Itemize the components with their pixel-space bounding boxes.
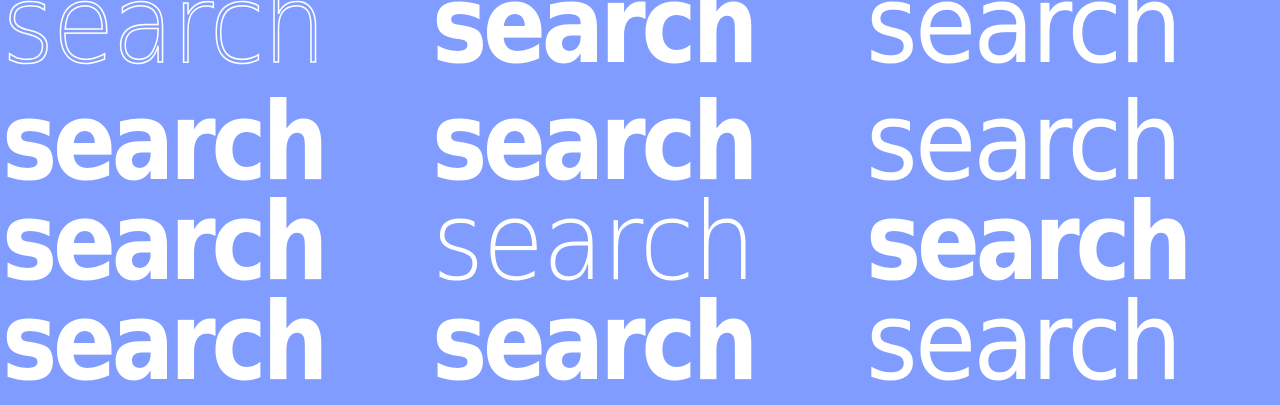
search-word-bold: search xyxy=(2,280,328,405)
search-word-bold: search xyxy=(432,0,758,88)
search-word-bold: search xyxy=(432,80,758,205)
search-word-regular: search xyxy=(866,280,1182,405)
search-word-regular: search xyxy=(866,0,1182,88)
search-word-bold: search xyxy=(866,180,1192,305)
search-word-thin: search xyxy=(1,0,327,88)
search-word-regular: search xyxy=(866,80,1182,205)
search-word-bold: search xyxy=(432,280,758,405)
search-word-bold: search xyxy=(2,80,328,205)
search-word-bold: search xyxy=(2,180,328,305)
search-word-thin: search xyxy=(432,180,756,305)
